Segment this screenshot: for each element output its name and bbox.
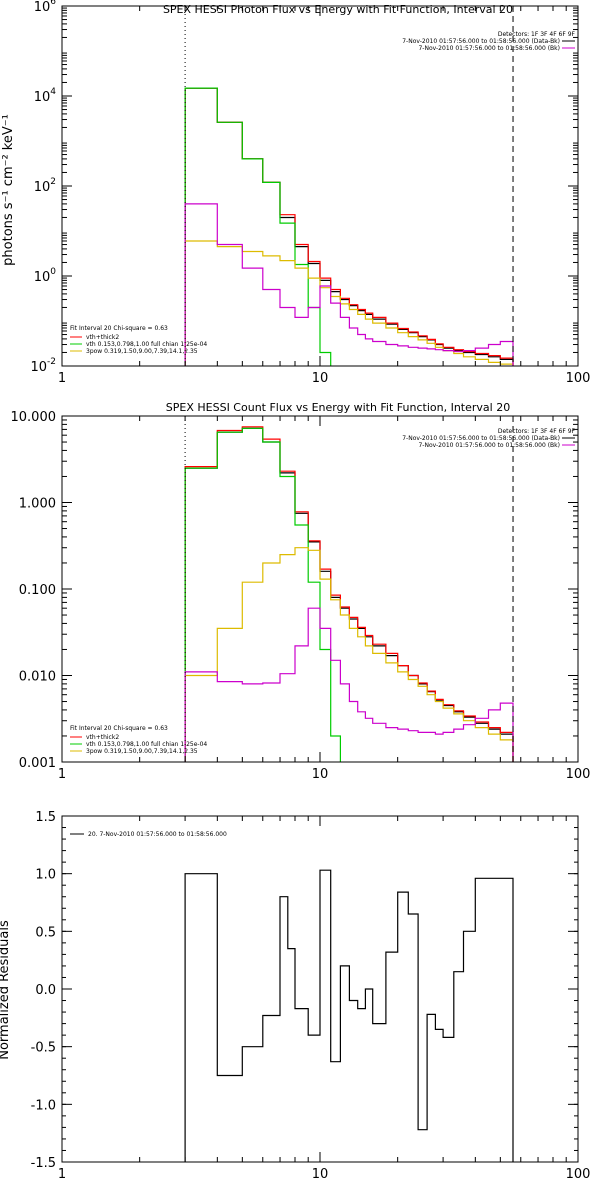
fit-legend-header: Fit Interval 20 Chi-square = 0.63 [70, 325, 168, 332]
x-tick-label: 10 [312, 767, 329, 782]
y-tick-label: 1.5 [35, 810, 56, 825]
series-group [184, 869, 514, 1162]
y-tick-label: 0.0 [35, 983, 56, 998]
y-tick-label: -1.0 [31, 1098, 56, 1113]
photon-flux-title: SPEX HESSI Photon Flux vs Energy with Fi… [163, 3, 513, 16]
fit-legend-entry: vth 0.153,0.798,1.00 full chian 1.25e-04 [86, 341, 207, 348]
x-tick-label: 1 [58, 1167, 66, 1182]
residuals-legend: 20. 7-Nov-2010 01:57:56.000 to 01:58:56.… [70, 831, 227, 838]
x-tick-label: 100 [566, 1167, 591, 1182]
y-tick-label: 10.000 [11, 410, 57, 425]
series-group [184, 426, 514, 762]
count-flux-title: SPEX HESSI Count Flux vs Energy with Fit… [166, 401, 510, 414]
x-tick-label: 100 [566, 371, 591, 386]
residuals-legend-text: 20. 7-Nov-2010 01:57:56.000 to 01:58:56.… [88, 831, 227, 838]
plot-area-2: 1 10 100 1.5 1.0 0.5 0.0 -0.5 -1.0 -1.5 [31, 810, 591, 1182]
info-line: 7-Nov-2010 01:57:56.000 to 01:58:56.000 … [418, 45, 560, 52]
x-tick-label: 100 [566, 767, 591, 782]
photon-flux-info: Detectors: 1F 3F 4F 6F 9F 7-Nov-2010 01:… [402, 31, 575, 52]
series-line-0 [184, 869, 514, 1162]
x-tick-label: 10 [312, 1167, 329, 1182]
fit-legend-entry: vth+thick2 [86, 734, 119, 741]
fit-legend-entry: 3pow 0.319,1.50,9.00,7.39,14.1,2.35 [86, 348, 198, 355]
y-tick-exponent: 0 [50, 267, 56, 277]
count-flux-panel: SPEX HESSI Count Flux vs Energy with Fit… [70, 401, 576, 755]
x-tick-label: 1 [58, 371, 66, 386]
photon-flux-fit-legend: Fit Interval 20 Chi-square = 0.63 vth+th… [70, 325, 207, 355]
series-line-4 [184, 607, 514, 762]
fit-legend-entry: vth 0.153,0.798,1.00 full chian 1.25e-04 [86, 741, 207, 748]
info-line: 7-Nov-2010 01:57:56.000 to 01:58:56.000 … [402, 435, 560, 442]
y-tick-label: 0.100 [19, 583, 56, 598]
fit-legend-entry: 3pow 0.319,1.50,9.00,7.39,14.1,2.35 [86, 748, 198, 755]
info-line: 7-Nov-2010 01:57:56.000 to 01:58:56.000 … [402, 38, 560, 45]
plot-area-0: 1 10 100 10-2 100 102 104 106 [30, 0, 591, 386]
y-tick-label: 100 [34, 267, 57, 285]
y-tick-label: -1.5 [31, 1156, 56, 1171]
info-line: Detectors: 1F 3F 4F 6F 9F [498, 31, 576, 38]
series-group [184, 87, 514, 366]
count-flux-fit-legend: Fit Interval 20 Chi-square = 0.63 vth+th… [70, 725, 207, 755]
y-tick-label: 104 [34, 87, 57, 105]
y-tick-exponent: 2 [50, 177, 56, 187]
info-line: 7-Nov-2010 01:57:56.000 to 01:58:56.000 … [418, 442, 560, 449]
y-tick-label: 10-2 [30, 357, 56, 375]
series-line-2 [184, 87, 514, 366]
y-tick-label: 106 [34, 0, 57, 15]
y-tick-label: 1.000 [19, 497, 56, 512]
residuals-y-label: Normalized Residuals [0, 920, 12, 1060]
fit-legend-header: Fit Interval 20 Chi-square = 0.63 [70, 725, 168, 732]
y-tick-label: -0.5 [31, 1041, 56, 1056]
y-tick-label: 0.010 [19, 670, 56, 685]
photon-flux-y-label: photons s⁻¹ cm⁻² keV⁻¹ [1, 114, 16, 266]
series-line-2 [184, 427, 514, 762]
x-tick-label: 10 [312, 371, 329, 386]
fit-legend-entry: vth+thick2 [86, 334, 119, 341]
y-tick-label: 1.0 [35, 868, 56, 883]
count-flux-info: Detectors: 1F 3F 4F 6F 9F 7-Nov-2010 01:… [402, 428, 575, 449]
y-tick-exponent: 6 [50, 0, 56, 7]
y-tick-exponent: -2 [47, 357, 56, 367]
photon-flux-panel: SPEX HESSI Photon Flux vs Energy with Fi… [1, 3, 576, 355]
y-tick-exponent: 4 [50, 87, 56, 97]
info-line: Detectors: 1F 3F 4F 6F 9F [498, 428, 576, 435]
series-line-1 [184, 426, 514, 762]
series-line-3 [184, 240, 514, 366]
series-line-3 [184, 547, 514, 762]
y-tick-label: 102 [34, 177, 56, 195]
plot-area-1: 1 10 100 0.001 0.010 0.100 1.000 10.000 [11, 410, 591, 782]
y-tick-label: 0.001 [19, 756, 56, 771]
y-tick-label: 0.5 [35, 925, 56, 940]
residuals-panel: Normalized Residuals 20. 7-Nov-2010 01:5… [0, 831, 227, 1060]
series-line-4 [184, 203, 514, 366]
x-tick-label: 1 [58, 767, 66, 782]
